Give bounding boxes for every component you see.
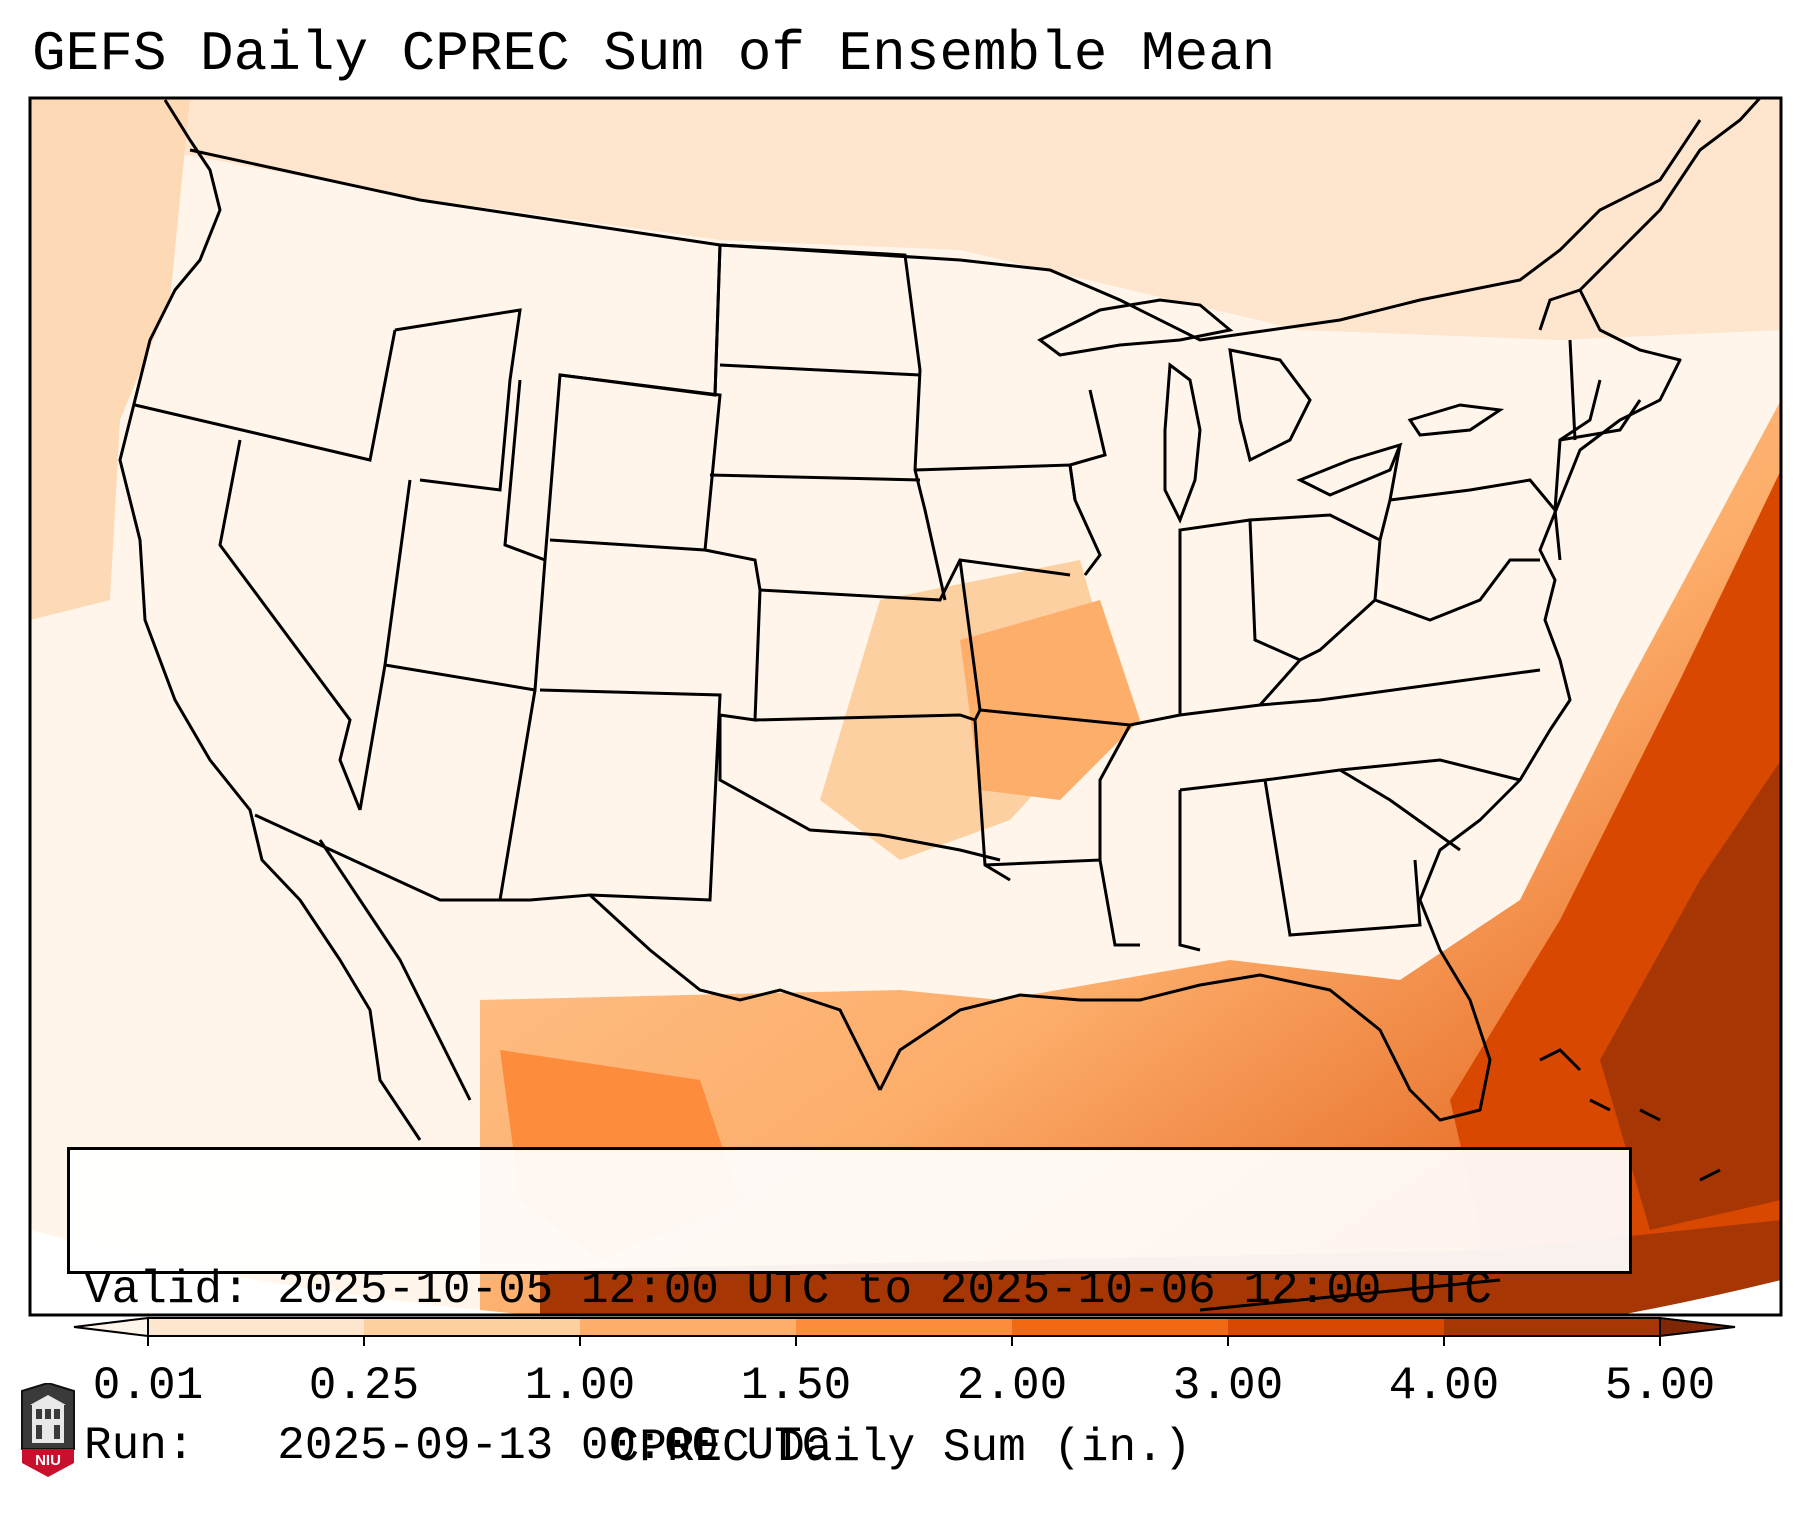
shade-gulf bbox=[480, 400, 1781, 1315]
shade-north bbox=[30, 98, 1781, 340]
colorbar-tick-label: 5.00 bbox=[1604, 1360, 1716, 1412]
colorbar-segment bbox=[1444, 1318, 1660, 1336]
colorbar-segment bbox=[364, 1318, 580, 1336]
niu-logo-text: NIU bbox=[35, 1452, 61, 1469]
lake-michigan bbox=[1163, 362, 1202, 524]
colorbar-segment bbox=[580, 1318, 796, 1336]
colorbar-tick-label: 1.00 bbox=[524, 1360, 636, 1412]
colorbar-tick-label: 0.01 bbox=[92, 1360, 204, 1412]
map-title: GEFS Daily CPREC Sum of Ensemble Mean bbox=[32, 22, 1276, 86]
colorbar-tick-label: 0.25 bbox=[308, 1360, 420, 1412]
colorbar-tick-label: 2.00 bbox=[956, 1360, 1068, 1412]
colorbar-tick-label: 4.00 bbox=[1388, 1360, 1500, 1412]
colorbar-tick-label: 1.50 bbox=[740, 1360, 852, 1412]
islands bbox=[1199, 1048, 1721, 1312]
validity-info-box: Valid: 2025-10-05 12:00 UTC to 2025-10-0… bbox=[67, 1147, 1632, 1472]
colorbar-label: CPREC Daily Sum (in.) bbox=[611, 1422, 1192, 1474]
colorbar-outline bbox=[147, 1317, 1661, 1337]
lake-superior bbox=[1037, 298, 1234, 357]
colorbar-tick-labels: 0.01 0.25 1.00 1.50 2.00 3.00 4.00 5.00 bbox=[0, 1358, 1803, 1418]
domain-edge-left bbox=[30, 1230, 533, 1315]
lake-ontario bbox=[1407, 403, 1505, 437]
border-us-mexico bbox=[254, 813, 882, 1091]
colorbar-over-arrow bbox=[1659, 1316, 1736, 1338]
state-boundaries bbox=[134, 243, 1642, 952]
colorbar-segment bbox=[1012, 1318, 1228, 1336]
colorbar-segment bbox=[148, 1318, 364, 1336]
niu-logo: NIU bbox=[21, 1383, 75, 1477]
colorbar-segment bbox=[1228, 1318, 1444, 1336]
shade-midsouth bbox=[960, 600, 1140, 800]
run-time-text: Run: 2025-09-13 00:00 UTC bbox=[84, 1420, 830, 1472]
colorbar-segment bbox=[796, 1318, 1012, 1336]
colorbar-under-arrow bbox=[73, 1316, 149, 1338]
lake-huron bbox=[1228, 348, 1312, 463]
shade-pacific bbox=[30, 98, 190, 620]
lake-erie bbox=[1296, 442, 1403, 497]
domain-edge-right bbox=[1620, 1280, 1781, 1315]
map-frame bbox=[28, 96, 1783, 1317]
valid-time-text: Valid: 2025-10-05 12:00 UTC to 2025-10-0… bbox=[84, 1264, 1492, 1316]
colorbar-tick-label: 3.00 bbox=[1172, 1360, 1284, 1412]
